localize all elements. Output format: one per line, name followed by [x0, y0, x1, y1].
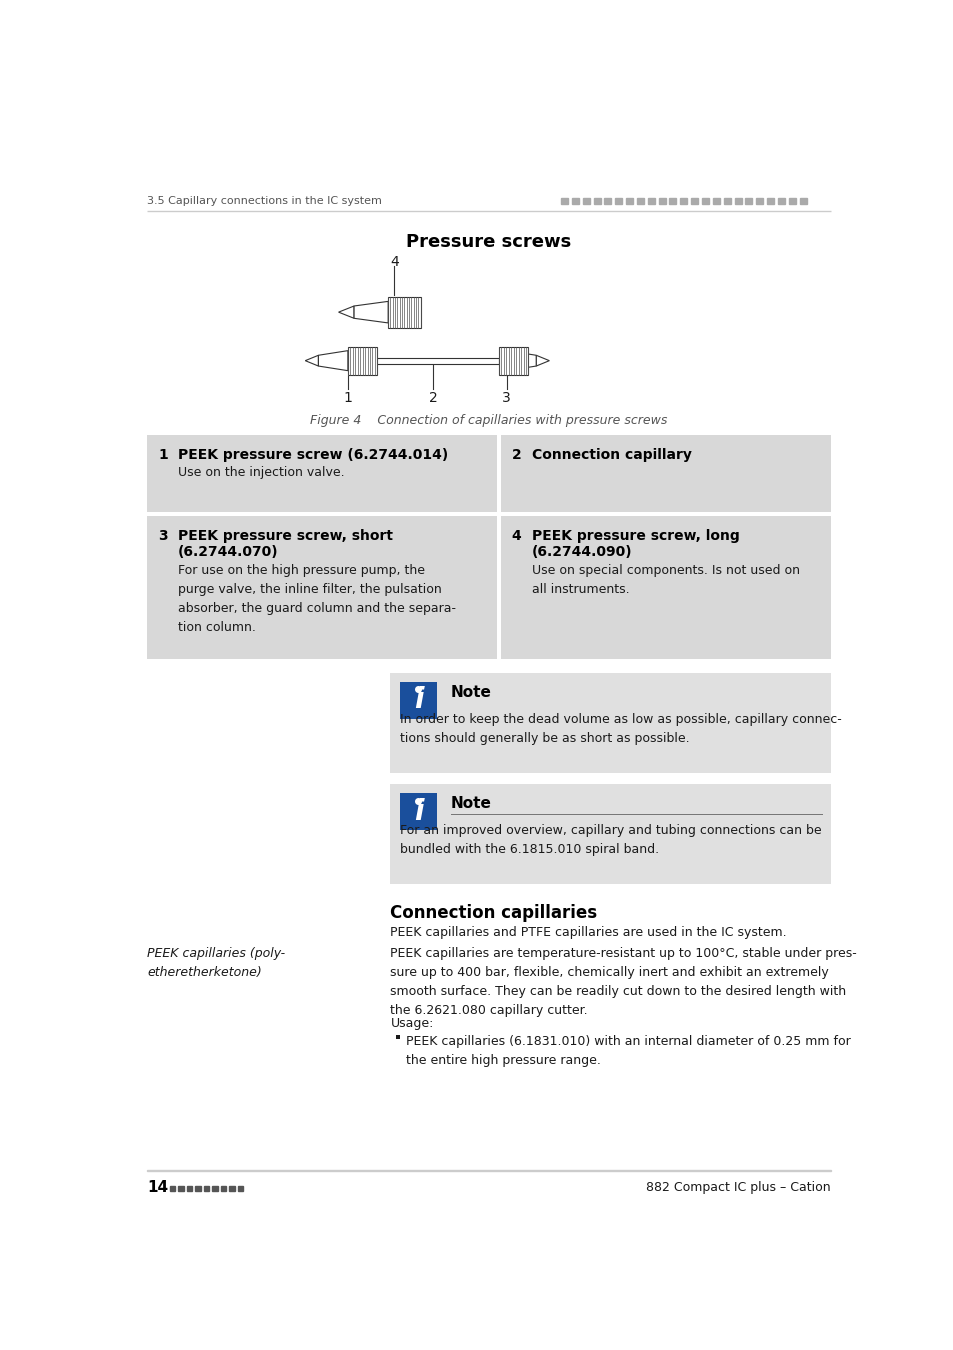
Bar [388, 297, 420, 328]
Bar [615, 198, 621, 204]
Bar [658, 198, 665, 204]
Bar [766, 198, 773, 204]
Bar [788, 198, 795, 204]
Bar [170, 1187, 174, 1191]
Text: 4: 4 [511, 528, 520, 543]
Text: PEEK pressure screw, short: PEEK pressure screw, short [178, 528, 393, 543]
Text: Use on special components. Is not used on
all instruments.: Use on special components. Is not used o… [531, 564, 799, 595]
Text: Note: Note [451, 684, 492, 699]
Text: PEEK capillaries are temperature-resistant up to 100°C, stable under pres-
sure : PEEK capillaries are temperature-resista… [390, 948, 857, 1018]
Polygon shape [536, 355, 549, 366]
Bar [778, 198, 784, 204]
Text: Pressure screws: Pressure screws [406, 234, 571, 251]
Bar [390, 784, 830, 884]
Polygon shape [506, 351, 536, 371]
Text: PEEK capillaries (6.1831.010) with an internal diameter of 0.25 mm for
the entir: PEEK capillaries (6.1831.010) with an in… [406, 1035, 850, 1068]
Bar [679, 198, 686, 204]
Bar [604, 198, 611, 204]
Bar [734, 198, 740, 204]
Text: 1: 1 [343, 390, 352, 405]
Polygon shape [354, 301, 388, 323]
Text: Note: Note [451, 796, 492, 811]
Text: Connection capillaries: Connection capillaries [390, 904, 597, 922]
Bar [723, 198, 730, 204]
Text: In order to keep the dead volume as low as possible, capillary connec-
tions sho: In order to keep the dead volume as low … [399, 713, 841, 745]
Bar [375, 358, 498, 363]
Bar [187, 1187, 192, 1191]
Bar [593, 198, 599, 204]
Bar [500, 435, 830, 513]
Text: 3.5 Capillary connections in the IC system: 3.5 Capillary connections in the IC syst… [147, 196, 381, 205]
Text: For use on the high pressure pump, the
purge valve, the inline filter, the pulsa: For use on the high pressure pump, the p… [178, 564, 456, 634]
Bar [220, 1187, 226, 1191]
Text: 1: 1 [158, 448, 168, 462]
Text: 2: 2 [511, 448, 520, 462]
Bar [571, 198, 578, 204]
Text: PEEK capillaries and PTFE capillaries are used in the IC system.: PEEK capillaries and PTFE capillaries ar… [390, 926, 786, 938]
Bar [691, 198, 698, 204]
Text: 14: 14 [147, 1180, 168, 1195]
Bar [498, 347, 528, 374]
Bar [395, 1035, 399, 1040]
Bar [178, 1187, 183, 1191]
Text: (6.2744.090): (6.2744.090) [531, 545, 632, 559]
Bar [625, 198, 633, 204]
Bar [147, 516, 497, 659]
Text: 4: 4 [390, 255, 398, 269]
Bar [399, 794, 436, 830]
Bar [744, 198, 752, 204]
Bar [390, 672, 830, 772]
Text: i: i [414, 686, 423, 714]
Bar [799, 198, 806, 204]
Text: PEEK pressure screw (6.2744.014): PEEK pressure screw (6.2744.014) [178, 448, 448, 462]
Text: For an improved overview, capillary and tubing connections can be
bundled with t: For an improved overview, capillary and … [399, 825, 821, 856]
Bar [212, 1187, 217, 1191]
Bar [701, 198, 708, 204]
Bar [637, 198, 643, 204]
Bar [348, 347, 377, 374]
Text: PEEK capillaries (poly-
etheretherketone): PEEK capillaries (poly- etheretherketone… [147, 948, 285, 979]
Bar [669, 198, 676, 204]
Text: Usage:: Usage: [390, 1017, 434, 1030]
Polygon shape [305, 355, 318, 366]
Bar [500, 516, 830, 659]
Bar [756, 198, 762, 204]
Text: (6.2744.070): (6.2744.070) [178, 545, 278, 559]
Bar [147, 435, 497, 513]
Text: PEEK pressure screw, long: PEEK pressure screw, long [531, 528, 739, 543]
Bar [237, 1187, 243, 1191]
Bar [229, 1187, 234, 1191]
Text: Use on the injection valve.: Use on the injection valve. [178, 466, 344, 479]
Bar [195, 1187, 200, 1191]
Bar [399, 682, 436, 718]
Polygon shape [318, 351, 348, 371]
Text: i: i [414, 798, 423, 826]
Text: 2: 2 [428, 390, 437, 405]
Polygon shape [338, 306, 354, 319]
Bar [712, 198, 720, 204]
Bar [560, 198, 567, 204]
Text: 3: 3 [158, 528, 168, 543]
Text: Figure 4    Connection of capillaries with pressure screws: Figure 4 Connection of capillaries with … [310, 414, 667, 427]
Bar [582, 198, 589, 204]
Text: Connection capillary: Connection capillary [531, 448, 691, 462]
Bar [647, 198, 654, 204]
Text: 3: 3 [502, 390, 511, 405]
Bar [204, 1187, 209, 1191]
Text: 882 Compact IC plus – Cation: 882 Compact IC plus – Cation [645, 1181, 830, 1195]
